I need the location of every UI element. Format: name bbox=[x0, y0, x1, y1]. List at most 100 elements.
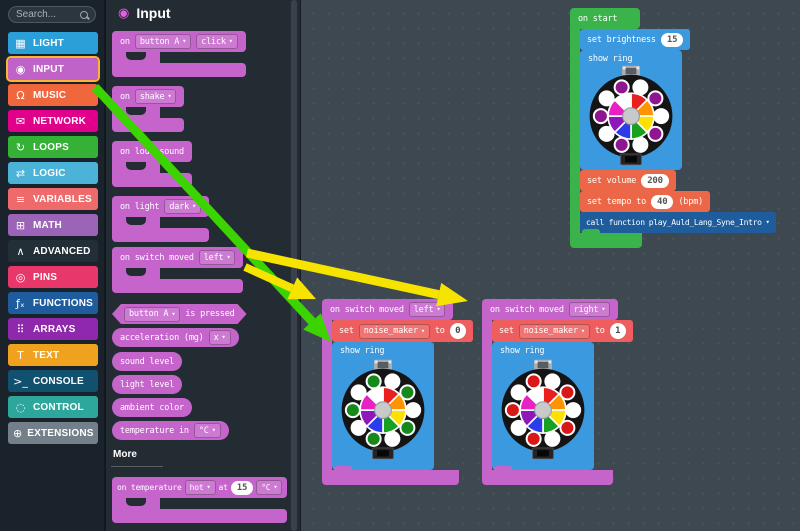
axis-dropdown[interactable]: x ▾ bbox=[208, 330, 231, 345]
neopixel-ring-preview[interactable] bbox=[498, 357, 588, 461]
search-icon bbox=[80, 10, 88, 19]
show-ring-block[interactable]: show ring bbox=[580, 50, 682, 170]
on-start-block[interactable]: on start bbox=[570, 8, 640, 29]
switch-direction-dropdown[interactable]: left ▾ bbox=[408, 302, 446, 317]
sidebar-item-console[interactable]: >_ CONSOLE bbox=[8, 370, 98, 392]
on-switch-moved-right-block[interactable]: on switch moved right ▾ bbox=[482, 299, 619, 320]
functions-icon: ƒₓ bbox=[16, 296, 25, 310]
chevron-down-icon[interactable]: ▾ bbox=[765, 218, 770, 226]
set-volume-label: set volume bbox=[587, 175, 637, 186]
show-ring-block[interactable]: show ring bbox=[332, 342, 434, 470]
flyout-block-on-light[interactable]: on light dark ▾ bbox=[112, 196, 210, 242]
light-condition-dropdown[interactable]: dark ▾ bbox=[164, 199, 202, 214]
sidebar-item-arrays[interactable]: ⠿ ARRAYS bbox=[8, 318, 98, 340]
unit-dropdown[interactable]: °C ▾ bbox=[256, 480, 283, 495]
chevron-down-icon: ▾ bbox=[206, 483, 211, 491]
set-brightness-block[interactable]: set brightness 15 bbox=[580, 29, 691, 50]
set-tempo-block[interactable]: set tempo to 40 (bpm) bbox=[580, 191, 711, 212]
sidebar-item-variables[interactable]: ≡ VARIABLES bbox=[8, 188, 98, 210]
switch-direction-dropdown[interactable]: right ▾ bbox=[568, 302, 611, 317]
set-volume-block[interactable]: set volume 200 bbox=[580, 170, 676, 191]
variable-value-input[interactable]: 1 bbox=[609, 323, 626, 339]
sidebar-item-math[interactable]: ⊞ MATH bbox=[8, 214, 98, 236]
sidebar-item-light[interactable]: ▦ LIGHT bbox=[8, 32, 98, 54]
flyout-block-light-level[interactable]: light level bbox=[112, 375, 183, 394]
temp-condition-dropdown[interactable]: hot ▾ bbox=[184, 480, 216, 495]
sidebar-item-functions[interactable]: ƒₓ FUNCTIONS bbox=[8, 292, 98, 314]
button-dropdown[interactable]: button A ▾ bbox=[134, 34, 192, 49]
switch-left-foot bbox=[322, 470, 459, 485]
volume-value-input[interactable]: 200 bbox=[641, 173, 669, 188]
flyout-block-on-loud-sound[interactable]: on loud sound bbox=[112, 141, 192, 187]
on-switch-label: on switch moved bbox=[330, 304, 404, 315]
to-label: to bbox=[594, 326, 605, 336]
sidebar-item-pins[interactable]: ◎ PINS bbox=[8, 266, 98, 288]
on-switch-moved-left-block[interactable]: on switch moved left ▾ bbox=[322, 299, 454, 320]
call-function-block[interactable]: call function play_Auld_Lang_Syne_Intro … bbox=[580, 212, 776, 233]
loops-icon: ↻ bbox=[15, 140, 26, 154]
flyout-block-on-switch-moved[interactable]: on switch moved left ▾ bbox=[112, 247, 244, 293]
set-tempo-label: set tempo to bbox=[587, 196, 647, 207]
chevron-down-icon: ▾ bbox=[226, 253, 231, 261]
neopixel-ring-preview[interactable] bbox=[338, 357, 428, 461]
switch-right-stack[interactable]: on switch moved right ▾ set noise_maker … bbox=[482, 299, 633, 485]
arrays-icon: ⠿ bbox=[16, 322, 25, 336]
show-ring-block[interactable]: show ring bbox=[492, 342, 594, 470]
variable-dropdown[interactable]: noise_maker ▾ bbox=[518, 323, 590, 339]
chevron-down-icon: ▾ bbox=[601, 305, 606, 313]
brightness-value-input[interactable]: 15 bbox=[660, 32, 684, 47]
switch-left-stack[interactable]: on switch moved left ▾ set noise_maker ▾ bbox=[322, 299, 473, 485]
flyout-block-on-shake[interactable]: on shake ▾ bbox=[112, 86, 185, 132]
flyout-scrollbar[interactable] bbox=[291, 0, 297, 531]
flyout-block-on-temperature[interactable]: on temperature hot ▾ at 15 °C ▾ bbox=[112, 477, 288, 523]
sidebar-item-music[interactable]: Ω MUSIC bbox=[8, 84, 98, 106]
variable-value-input[interactable]: 0 bbox=[449, 323, 466, 339]
set-label: set bbox=[339, 326, 354, 336]
switch-direction-dropdown[interactable]: left ▾ bbox=[198, 250, 236, 265]
flyout-block-acceleration[interactable]: acceleration (mg) x ▾ bbox=[112, 328, 239, 347]
switch-right-arm bbox=[482, 320, 492, 470]
flyout-block-sound-level[interactable]: sound level bbox=[112, 352, 183, 371]
sidebar-item-network[interactable]: ✉ NETWORK bbox=[8, 110, 98, 132]
flyout-block-button-is-pressed[interactable]: button A ▾ is pressed bbox=[112, 304, 247, 324]
button-dropdown[interactable]: button A ▾ bbox=[124, 307, 180, 322]
logic-icon: ⇄ bbox=[15, 166, 26, 180]
neopixel-ring-preview[interactable] bbox=[586, 63, 676, 167]
unit-dropdown[interactable]: °C ▾ bbox=[193, 423, 221, 438]
tempo-value-input[interactable]: 40 bbox=[651, 194, 674, 209]
set-variable-block[interactable]: set noise_maker ▾ to 1 bbox=[492, 320, 633, 342]
more-divider bbox=[111, 466, 163, 467]
network-icon: ✉ bbox=[15, 114, 26, 128]
chevron-down-icon: ▾ bbox=[171, 309, 176, 318]
flyout-block-ambient-color[interactable]: ambient color bbox=[112, 398, 192, 417]
show-ring-label: show ring bbox=[500, 346, 545, 356]
to-label: to bbox=[434, 326, 445, 336]
chevron-up-icon: ∧ bbox=[16, 244, 25, 258]
sidebar-item-advanced[interactable]: ∧ ADVANCED bbox=[8, 240, 98, 262]
event-dropdown[interactable]: click ▾ bbox=[196, 34, 238, 49]
sidebar-item-loops[interactable]: ↻ LOOPS bbox=[8, 136, 98, 158]
gesture-dropdown[interactable]: shake ▾ bbox=[134, 89, 177, 104]
variable-dropdown[interactable]: noise_maker ▾ bbox=[358, 323, 430, 339]
sidebar-item-logic[interactable]: ⇄ LOGIC bbox=[8, 162, 98, 184]
set-brightness-label: set brightness bbox=[587, 34, 656, 45]
sidebar-item-text[interactable]: T TEXT bbox=[8, 344, 98, 366]
switch-right-foot bbox=[482, 470, 613, 485]
search-placeholder: Search... bbox=[16, 9, 57, 20]
chevron-down-icon: ▾ bbox=[192, 202, 197, 210]
sidebar-item-control[interactable]: ◌ CONTROL bbox=[8, 396, 98, 418]
sidebar-item-extensions[interactable]: ⊕ EXTENSIONS bbox=[8, 422, 98, 444]
search-input[interactable]: Search... bbox=[8, 6, 96, 23]
variables-icon: ≡ bbox=[15, 192, 26, 206]
pins-icon: ◎ bbox=[15, 270, 26, 284]
on-start-stack[interactable]: on start set brightness 15 show ring set… bbox=[570, 8, 776, 248]
flyout-block-on-button[interactable]: on button A ▾ click ▾ bbox=[112, 31, 246, 77]
set-variable-block[interactable]: set noise_maker ▾ to 0 bbox=[332, 320, 473, 342]
flyout-block-temperature-in[interactable]: temperature in °C ▾ bbox=[112, 421, 229, 440]
temperature-value-input[interactable]: 15 bbox=[230, 480, 254, 495]
chevron-down-icon: ▾ bbox=[182, 37, 187, 45]
more-section-label[interactable]: More bbox=[113, 449, 137, 460]
chevron-down-icon: ▾ bbox=[273, 483, 278, 491]
sidebar-item-input[interactable]: ◉ INPUT bbox=[6, 56, 100, 82]
